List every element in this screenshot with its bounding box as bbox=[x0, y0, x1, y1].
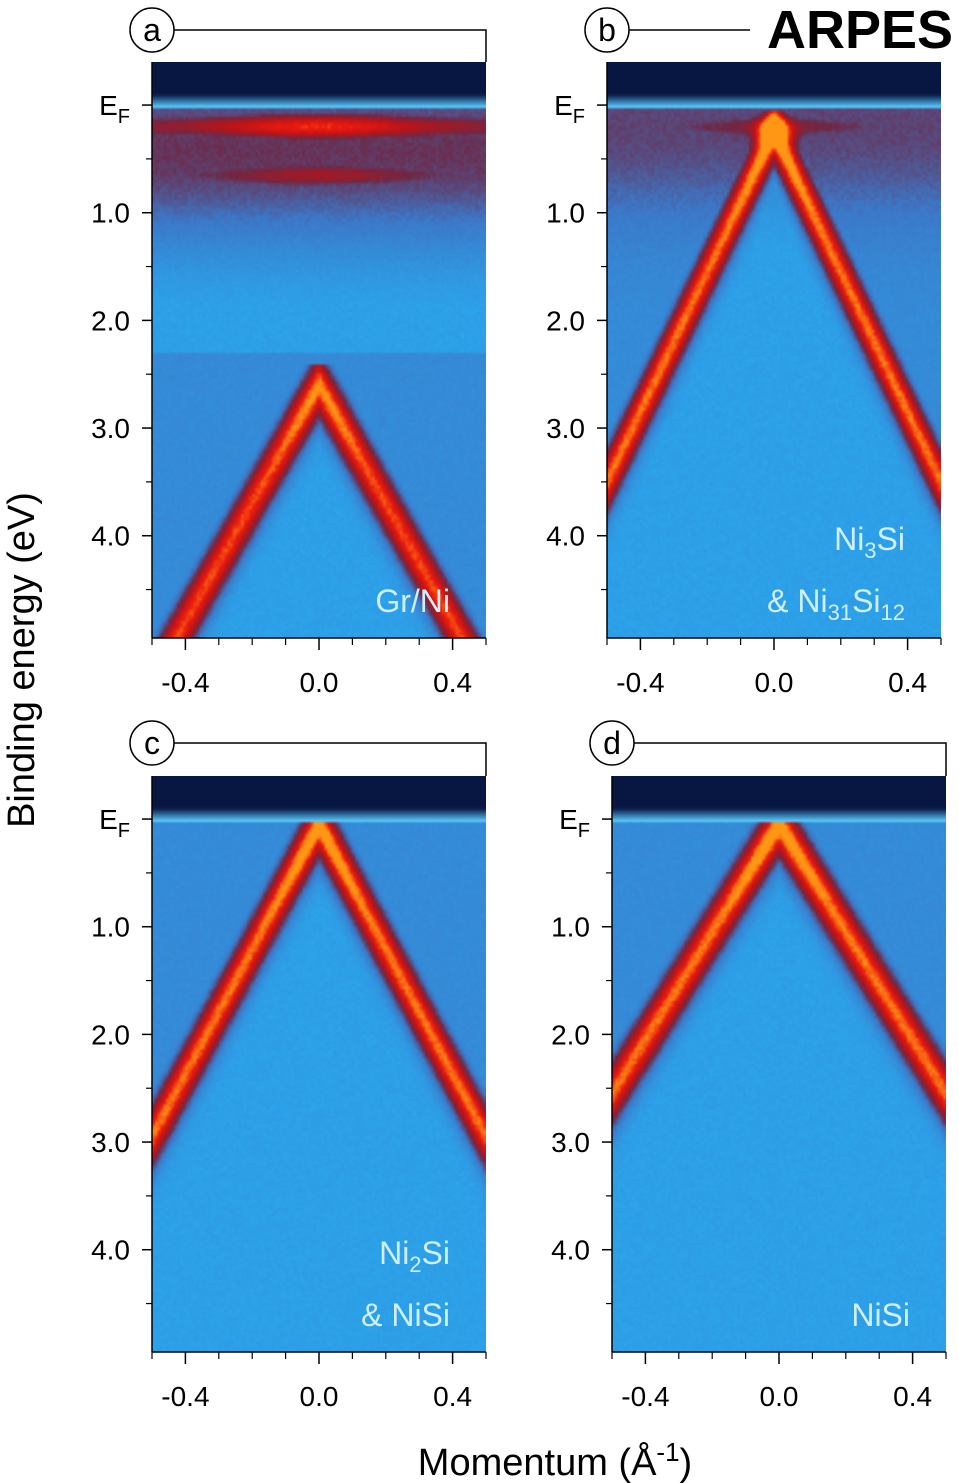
y-tick-label: 1.0 bbox=[546, 198, 585, 229]
y-tick-label: 3.0 bbox=[551, 1127, 590, 1158]
panel-letter: b bbox=[598, 12, 616, 48]
y-tick-label: 4.0 bbox=[551, 1235, 590, 1266]
panel-frame-line bbox=[174, 743, 486, 776]
panel-a: EF 1.0 2.0 3.0 4.0 -0.4 0.0 0.4 a Gr/Ni bbox=[91, 8, 486, 698]
panel-d: EF 1.0 2.0 3.0 4.0 -0.4 0.0 0.4 d NiSi bbox=[551, 721, 946, 1412]
panel-letter: d bbox=[603, 725, 621, 761]
y-tick-label: 2.0 bbox=[91, 1019, 130, 1050]
y-tick-label: 4.0 bbox=[91, 521, 130, 552]
y-tick-label: 4.0 bbox=[91, 1235, 130, 1266]
panel-letter: a bbox=[143, 12, 161, 48]
panel-c: EF1.02.03.04.0-0.4 0.0 0.4cNi2Si& NiSi bbox=[91, 721, 486, 1412]
x-tick-label: 0.0 bbox=[760, 1381, 799, 1412]
y-tick-label: EF bbox=[554, 90, 585, 128]
x-tick-label: 0.0 bbox=[300, 667, 339, 698]
x-tick-label: -0.4 bbox=[161, 667, 209, 698]
sample-label: Gr/Ni bbox=[375, 583, 450, 619]
y-tick-label: 4.0 bbox=[546, 521, 585, 552]
panel-frame-line bbox=[174, 30, 486, 62]
x-tick-label: 0.4 bbox=[433, 667, 472, 698]
panel-b: EF1.02.03.04.0-0.4 0.0 0.4bNi3Si& Ni31Si12 bbox=[546, 8, 941, 698]
sample-label: & NiSi bbox=[361, 1297, 450, 1333]
y-tick-label: 3.0 bbox=[546, 413, 585, 444]
x-tick-label: -0.4 bbox=[621, 1381, 669, 1412]
y-tick-label: EF bbox=[559, 804, 590, 842]
x-tick-label: -0.4 bbox=[616, 667, 664, 698]
arpes-figure: EF 1.0 2.0 3.0 4.0 -0.4 0.0 0.4 a Gr/Ni EF 1.0 2.0 3.… bbox=[0, 0, 959, 1483]
y-tick-label: EF bbox=[99, 804, 130, 842]
x-axis-title: Momentum (Å-1) bbox=[418, 1437, 692, 1483]
heatmap-image-d bbox=[612, 776, 946, 1352]
panels: EF 1.0 2.0 3.0 4.0 -0.4 0.0 0.4 a Gr/Ni EF 1.0 2.0 3.… bbox=[91, 8, 946, 1412]
y-tick-label: 1.0 bbox=[91, 912, 130, 943]
y-tick-label: 3.0 bbox=[91, 1127, 130, 1158]
y-tick-label: 1.0 bbox=[551, 912, 590, 943]
panel-frame-line bbox=[634, 743, 946, 776]
y-tick-label: EF bbox=[99, 90, 130, 128]
heatmap-image-a bbox=[152, 62, 486, 638]
panel-letter: c bbox=[144, 725, 160, 761]
y-axis-title: Binding energy (eV) bbox=[1, 492, 43, 828]
x-tick-label: 0.4 bbox=[888, 667, 927, 698]
sample-label: NiSi bbox=[851, 1297, 910, 1333]
y-tick-label: 3.0 bbox=[91, 413, 130, 444]
x-tick-label: 0.0 bbox=[300, 1381, 339, 1412]
x-tick-label: 0.0 bbox=[755, 667, 794, 698]
y-tick-label: 2.0 bbox=[551, 1019, 590, 1050]
x-tick-label: 0.4 bbox=[433, 1381, 472, 1412]
y-tick-label: 1.0 bbox=[91, 198, 130, 229]
y-tick-label: 2.0 bbox=[546, 305, 585, 336]
figure-title: ARPES bbox=[767, 0, 953, 60]
x-tick-label: 0.4 bbox=[893, 1381, 932, 1412]
x-tick-label: -0.4 bbox=[161, 1381, 209, 1412]
y-tick-label: 2.0 bbox=[91, 305, 130, 336]
